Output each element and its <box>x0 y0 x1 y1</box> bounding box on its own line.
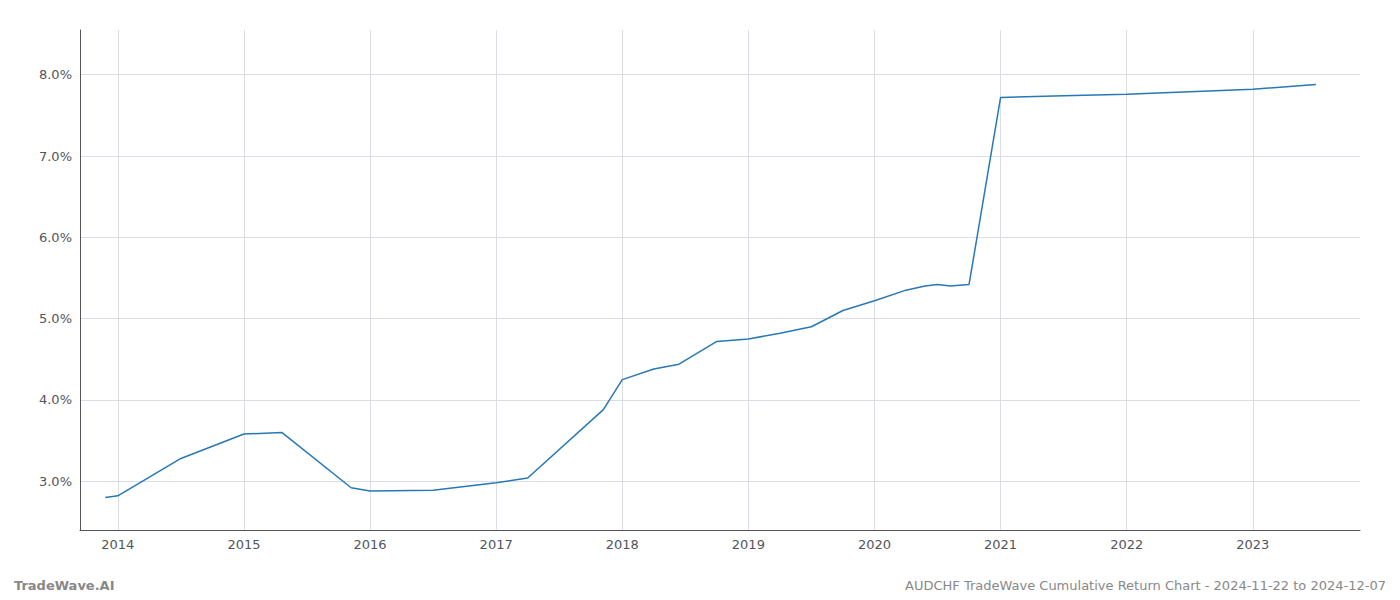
svg-text:2020: 2020 <box>858 537 891 552</box>
svg-text:5.0%: 5.0% <box>39 311 72 326</box>
svg-text:4.0%: 4.0% <box>39 392 72 407</box>
svg-text:2019: 2019 <box>732 537 765 552</box>
svg-text:2021: 2021 <box>984 537 1017 552</box>
svg-text:2017: 2017 <box>480 537 513 552</box>
svg-text:8.0%: 8.0% <box>39 67 72 82</box>
svg-text:6.0%: 6.0% <box>39 230 72 245</box>
svg-text:7.0%: 7.0% <box>39 149 72 164</box>
svg-text:2018: 2018 <box>606 537 639 552</box>
svg-text:2023: 2023 <box>1236 537 1269 552</box>
svg-text:2022: 2022 <box>1110 537 1143 552</box>
svg-text:TradeWave.AI: TradeWave.AI <box>14 578 115 593</box>
svg-text:2016: 2016 <box>354 537 387 552</box>
svg-text:3.0%: 3.0% <box>39 474 72 489</box>
svg-text:AUDCHF TradeWave Cumulative Re: AUDCHF TradeWave Cumulative Return Chart… <box>905 578 1386 593</box>
svg-text:2015: 2015 <box>227 537 260 552</box>
svg-text:2014: 2014 <box>101 537 134 552</box>
